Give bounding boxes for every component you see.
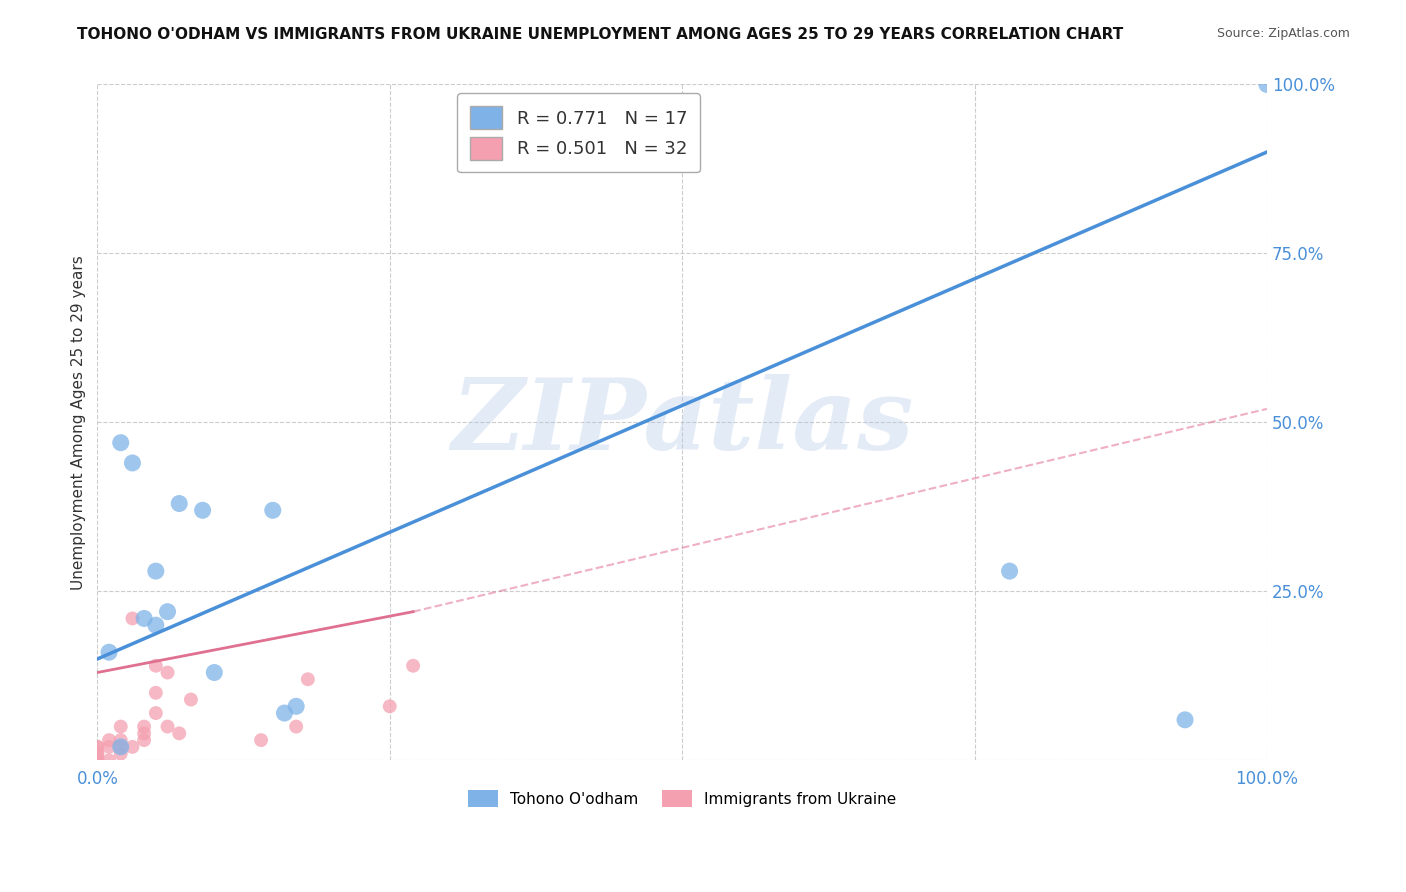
Point xyxy=(202,665,225,680)
Y-axis label: Unemployment Among Ages 25 to 29 years: Unemployment Among Ages 25 to 29 years xyxy=(72,255,86,590)
Point xyxy=(86,739,108,754)
Point xyxy=(402,658,425,673)
Point xyxy=(191,503,214,517)
Text: ZIPatlas: ZIPatlas xyxy=(451,374,914,471)
Point xyxy=(110,720,132,734)
Point xyxy=(1174,713,1197,727)
Text: Source: ZipAtlas.com: Source: ZipAtlas.com xyxy=(1216,27,1350,40)
Point xyxy=(86,747,108,761)
Point xyxy=(262,503,284,517)
Point xyxy=(110,739,132,754)
Point xyxy=(121,611,143,625)
Legend: Tohono O'odham, Immigrants from Ukraine: Tohono O'odham, Immigrants from Ukraine xyxy=(461,784,903,814)
Point xyxy=(98,739,121,754)
Point xyxy=(86,753,108,767)
Point xyxy=(1256,78,1278,92)
Point xyxy=(110,747,132,761)
Point xyxy=(156,720,179,734)
Point xyxy=(86,739,108,754)
Point xyxy=(167,726,190,740)
Point xyxy=(378,699,401,714)
Point xyxy=(156,665,179,680)
Point xyxy=(134,726,156,740)
Point xyxy=(110,739,132,754)
Point xyxy=(98,753,121,767)
Point xyxy=(998,564,1021,578)
Point xyxy=(134,720,156,734)
Point xyxy=(98,645,121,659)
Point xyxy=(156,605,179,619)
Point xyxy=(145,658,167,673)
Point xyxy=(86,747,108,761)
Point xyxy=(145,706,167,720)
Point xyxy=(167,496,190,510)
Text: TOHONO O'ODHAM VS IMMIGRANTS FROM UKRAINE UNEMPLOYMENT AMONG AGES 25 TO 29 YEARS: TOHONO O'ODHAM VS IMMIGRANTS FROM UKRAIN… xyxy=(77,27,1123,42)
Point xyxy=(121,456,143,470)
Point xyxy=(285,720,308,734)
Point xyxy=(86,753,108,767)
Point xyxy=(250,733,273,747)
Point xyxy=(110,733,132,747)
Point xyxy=(98,733,121,747)
Point xyxy=(86,753,108,767)
Point xyxy=(86,753,108,767)
Point xyxy=(273,706,295,720)
Point xyxy=(134,611,156,625)
Point xyxy=(134,733,156,747)
Point xyxy=(297,673,319,687)
Point xyxy=(145,564,167,578)
Point xyxy=(145,686,167,700)
Point xyxy=(285,699,308,714)
Point xyxy=(180,692,202,706)
Point xyxy=(121,739,143,754)
Point xyxy=(110,435,132,450)
Point xyxy=(145,618,167,632)
